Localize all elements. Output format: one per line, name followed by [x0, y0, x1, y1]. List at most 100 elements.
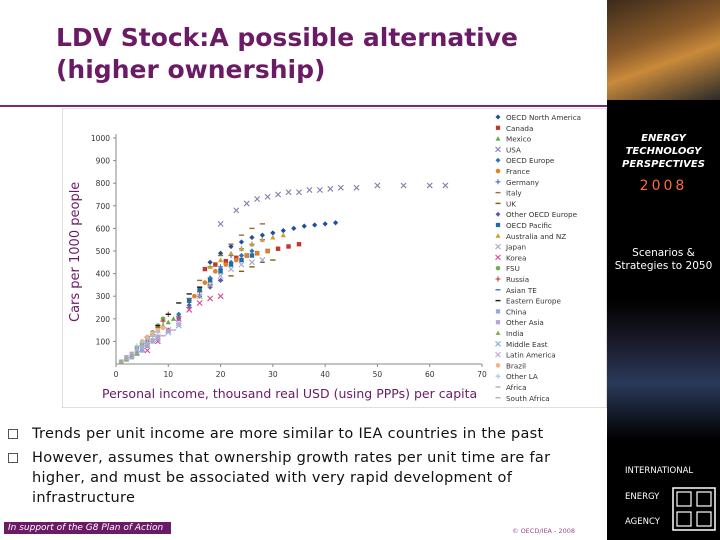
banner-image-bottom: [607, 300, 720, 440]
data-point-oecd-pacific: [239, 257, 244, 263]
legend-label-germany: Germany: [506, 178, 540, 187]
data-point-usa: [275, 191, 282, 198]
y-axis-label: Cars per 1000 people: [68, 181, 83, 322]
legend-label-south-africa: South Africa: [506, 394, 550, 403]
data-point-oecd-pacific: [249, 253, 255, 258]
legend-label-australia-and-nz: Australia and NZ: [506, 232, 566, 241]
legend-label-oecd-pacific: OECD Pacific: [506, 221, 552, 230]
data-point-middle-east: [144, 342, 151, 349]
data-point-australia-and-nz: [259, 237, 265, 242]
legend-marker-middle-east: [495, 340, 501, 347]
data-point-other-oecd-europe: [186, 302, 192, 308]
data-point-mexico: [170, 316, 177, 321]
x-tick-label: 70: [477, 370, 487, 379]
data-point-latin-america: [144, 340, 151, 347]
data-point-usa: [327, 185, 334, 192]
publication-year: 2008: [639, 178, 688, 194]
data-point-canada: [202, 266, 208, 272]
data-point-other-la: [150, 333, 156, 339]
legend-marker-oecd-pacific: [495, 222, 501, 228]
data-point-canada: [296, 242, 302, 247]
org-name-line-3: AGENCY: [625, 517, 660, 527]
data-point-oecd-pacific: [207, 278, 213, 283]
legend-marker-korea: [495, 254, 501, 261]
sidebar-banner: [607, 0, 720, 540]
data-point-australia-and-nz: [249, 241, 255, 247]
data-point-oecd-north-america: [333, 220, 339, 226]
legend-label-mexico: Mexico: [506, 135, 531, 144]
data-point-oecd-europe: [176, 311, 182, 317]
data-point-india: [134, 350, 140, 355]
data-point-oecd-north-america: [238, 239, 245, 245]
legend-label-other-la: Other LA: [506, 372, 538, 381]
publication-title: ENERGY TECHNOLOGY PERSPECTIVES: [622, 133, 705, 170]
data-point-japan: [196, 293, 203, 300]
data-point-japan: [259, 257, 266, 264]
data-point-oecd-north-america: [207, 259, 213, 265]
scatter-chart: 100 200 300 400 500 600 700 800 900 1000 0 10 20 30 40…: [62, 108, 607, 408]
data-point-other-asia: [150, 338, 155, 343]
title-text: A possible alternative (higher ownership…: [56, 23, 519, 84]
footer-copyright: © OECD/IEA - 2008: [512, 527, 576, 535]
data-point-oecd-north-america: [217, 250, 224, 256]
y-tick-label: 600: [96, 224, 111, 233]
footer-note: In support of the G8 Plan of Action: [4, 522, 172, 534]
y-tick-label: 700: [96, 202, 111, 211]
data-point-other-asia: [139, 344, 145, 350]
legend-marker-mexico: [495, 136, 501, 141]
data-point-usa: [243, 200, 250, 207]
data-point-mexico: [165, 319, 171, 325]
data-point-france: [223, 262, 229, 267]
iea-logo: [672, 487, 716, 531]
data-point-australia-and-nz: [207, 264, 213, 269]
data-point-korea: [186, 306, 193, 313]
y-tick-label: 500: [96, 247, 111, 256]
data-point-oecd-north-america: [291, 225, 297, 231]
x-tick-label: 0: [114, 370, 119, 379]
slide-title: LDV Stock:A possible alternative (higher…: [56, 22, 606, 86]
data-point-usa: [217, 220, 224, 227]
title-prefix: LDV Stock:: [56, 23, 210, 52]
bullet-box-icon: [8, 429, 18, 439]
data-point-canada: [286, 244, 291, 249]
data-point-usa: [316, 186, 323, 193]
legend-label-korea: Korea: [506, 253, 526, 262]
legend-label-china: China: [506, 307, 527, 316]
data-point-brazil: [160, 325, 166, 331]
legend-marker-oecd-north-america: [495, 114, 501, 120]
y-tick-label: 200: [96, 315, 111, 324]
y-tick-label: 300: [96, 292, 111, 301]
data-point-canada: [223, 258, 229, 264]
x-tick-label: 20: [216, 370, 226, 379]
data-point-japan: [238, 261, 245, 268]
data-point-france: [213, 269, 218, 274]
data-point-russia: [160, 318, 166, 324]
data-point-france: [265, 248, 270, 254]
banner-image-top: [607, 0, 720, 100]
data-point-usa: [353, 184, 360, 191]
data-point-australia-and-nz: [238, 246, 245, 251]
data-point-other-la: [144, 336, 150, 342]
data-point-france: [244, 253, 250, 258]
legend-label-japan: Japan: [505, 243, 526, 252]
legend-marker-other-la: [495, 373, 501, 379]
y-tick-label: 400: [96, 270, 111, 279]
data-point-usa: [233, 207, 240, 214]
y-tick-label: 100: [96, 337, 111, 346]
legend-marker-brazil: [495, 363, 501, 368]
data-point-other-oecd-europe: [217, 277, 224, 283]
legend-marker-fsu: [495, 265, 501, 271]
legend-label-italy: Italy: [506, 189, 522, 198]
data-point-germany: [217, 264, 224, 270]
legend-label-russia: Russia: [506, 275, 529, 284]
data-point-oecd-north-america: [228, 243, 234, 250]
x-tick-label: 30: [268, 370, 278, 379]
data-point-usa: [442, 182, 449, 189]
legend-marker-other-asia: [495, 320, 501, 325]
data-point-canada: [213, 262, 218, 267]
data-point-usa: [285, 189, 292, 196]
legend-label-africa: Africa: [506, 383, 527, 392]
legend-label-france: France: [506, 167, 530, 176]
legend-marker-australia-and-nz: [495, 233, 501, 238]
data-point-usa: [426, 182, 433, 189]
